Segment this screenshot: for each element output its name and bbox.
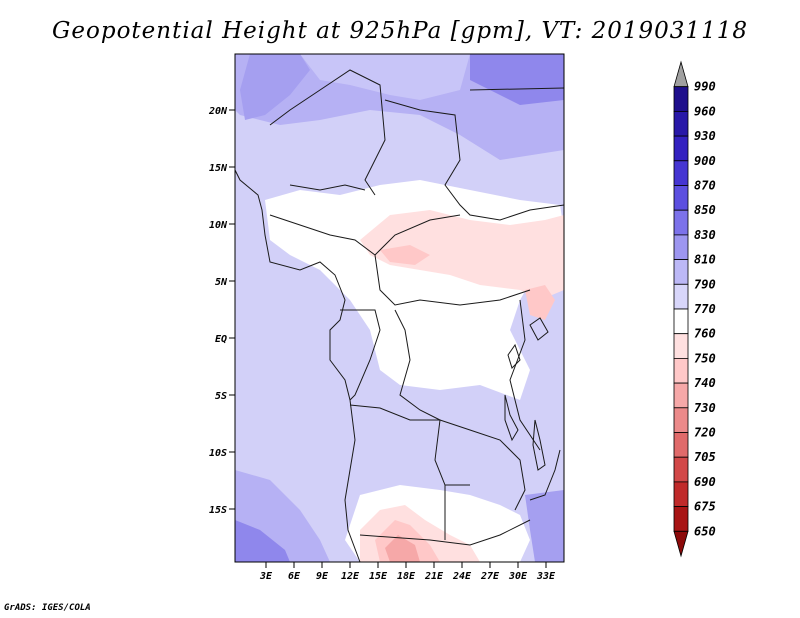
colorbar-segment bbox=[673, 259, 689, 285]
lon-tick-label: 30E bbox=[508, 571, 528, 582]
colorbar-segment bbox=[673, 135, 689, 162]
colorbar-level-label: 830 bbox=[694, 228, 716, 242]
colorbar-level-label: 690 bbox=[694, 475, 716, 489]
colorbar-level-label: 730 bbox=[694, 401, 716, 415]
colorbar-level-label: 650 bbox=[694, 524, 716, 538]
lat-tick-label: 15S bbox=[209, 505, 227, 516]
colorbar-segment bbox=[673, 333, 689, 359]
colorbar-level-label: 770 bbox=[694, 302, 716, 316]
lon-tick-label: 3E bbox=[259, 571, 273, 582]
colorbar: 990 960 930 900 870 850 830 810 790 770 760 750 740 7… bbox=[673, 60, 716, 558]
colorbar-segment bbox=[673, 407, 689, 433]
colorbar-level-label: 675 bbox=[694, 500, 716, 514]
colorbar-segment bbox=[673, 432, 689, 458]
colorbar-segment bbox=[673, 60, 689, 88]
lon-tick-label: 18E bbox=[397, 571, 416, 582]
lon-tick-label: 12E bbox=[341, 571, 360, 582]
colorbar-segment bbox=[673, 357, 689, 384]
colorbar-level-label: 930 bbox=[694, 129, 716, 143]
lat-tick-label: EQ bbox=[215, 334, 227, 345]
colorbar-segment bbox=[673, 382, 689, 409]
colorbar-segment bbox=[673, 456, 689, 483]
colorbar-segment bbox=[673, 86, 689, 112]
lat-tick-label: 5N bbox=[215, 277, 228, 288]
colorbar-level-label: 850 bbox=[694, 203, 716, 217]
lon-tick-label: 27E bbox=[480, 571, 500, 582]
lon-tick-label: 24E bbox=[452, 571, 472, 582]
lon-tick-label: 6E bbox=[288, 571, 301, 582]
lat-axis: 20N 15N 10N 5N EQ 5S 10S 15S bbox=[208, 106, 235, 516]
lon-axis: 3E 6E 9E 12E 15E 18E 21E 24E 27E 30E 33E bbox=[259, 562, 556, 582]
colorbar-segment bbox=[673, 111, 689, 137]
colorbar-segment bbox=[673, 209, 689, 236]
colorbar-level-label: 705 bbox=[694, 450, 716, 464]
lat-tick-label: 10N bbox=[209, 220, 228, 231]
lat-tick-label: 15N bbox=[209, 163, 228, 174]
colorbar-level-label: 990 bbox=[694, 80, 716, 94]
credit-label: GrADS: IGES/COLA bbox=[4, 603, 91, 613]
colorbar-segment bbox=[673, 481, 689, 507]
colorbar-segment bbox=[673, 308, 689, 335]
colorbar-level-label: 760 bbox=[694, 327, 716, 341]
colorbar-level-label: 960 bbox=[694, 104, 716, 118]
colorbar-level-label: 720 bbox=[694, 426, 716, 440]
coastlines-borders bbox=[234, 69, 565, 563]
lon-tick-label: 15E bbox=[369, 571, 388, 582]
lon-tick-label: 33E bbox=[536, 571, 556, 582]
colorbar-level-label: 810 bbox=[694, 253, 716, 267]
lat-tick-label: 5S bbox=[215, 391, 227, 402]
colorbar-segment bbox=[673, 506, 689, 532]
colorbar-level-label: 790 bbox=[694, 277, 716, 291]
map-frame bbox=[234, 53, 565, 563]
colorbar-segment bbox=[673, 530, 689, 558]
colorbar-level-label: 900 bbox=[694, 154, 716, 168]
lat-tick-label: 20N bbox=[208, 106, 228, 117]
chart-title: Geopotential Height at 925hPa [gpm], VT:… bbox=[52, 18, 748, 44]
colorbar-level-label: 870 bbox=[694, 179, 716, 193]
height-field bbox=[235, 54, 564, 562]
lon-tick-label: 21E bbox=[424, 571, 444, 582]
colorbar-level-label: 740 bbox=[694, 376, 716, 390]
colorbar-segment bbox=[673, 185, 689, 211]
colorbar-segment bbox=[673, 234, 689, 260]
lat-tick-label: 10S bbox=[209, 448, 227, 459]
lon-tick-label: 9E bbox=[316, 571, 329, 582]
colorbar-segment bbox=[673, 160, 689, 186]
colorbar-level-label: 750 bbox=[694, 351, 716, 365]
colorbar-segment bbox=[673, 283, 689, 310]
